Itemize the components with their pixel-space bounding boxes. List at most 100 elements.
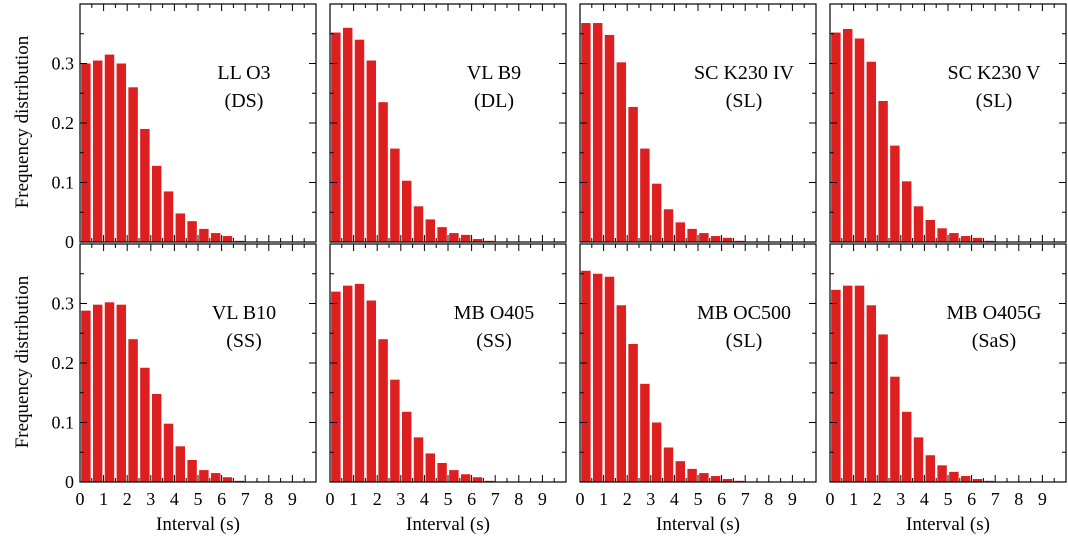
bar <box>592 23 603 242</box>
chart-panel: 0 1 2 3 4 5 6 7 8 9 Interval (s) MB O405 (SS) <box>326 243 567 535</box>
bar <box>913 437 924 483</box>
bar <box>81 63 91 242</box>
x-tick-label: 5 <box>444 489 453 509</box>
x-tick-label: 6 <box>467 489 476 509</box>
x-tick-label: 2 <box>873 489 882 509</box>
bar <box>151 393 162 482</box>
bar <box>413 206 424 242</box>
bar <box>222 236 233 242</box>
panel-subtitle: (SL) <box>726 330 763 352</box>
bar <box>342 285 353 482</box>
chart-panels: 0 0.1 0.2 0.3 LL O3 (DS) VL B9 (DL) SC K230 IV (S… <box>52 3 1067 535</box>
x-tick-label: 6 <box>217 489 226 509</box>
bar <box>413 437 424 483</box>
bar <box>342 27 353 242</box>
x-tick-label: 5 <box>944 489 953 509</box>
bar <box>831 32 841 243</box>
x-tick-label: 0 <box>76 489 85 509</box>
bar <box>116 63 127 242</box>
bar <box>722 479 733 482</box>
bar <box>628 106 638 242</box>
chart-panel: 0 0.1 0.2 0.3 LL O3 (DS) <box>52 3 317 252</box>
bar <box>616 62 627 243</box>
bar <box>628 343 638 482</box>
bar <box>866 305 877 482</box>
y-tick-label: 0 <box>65 472 74 492</box>
bar <box>972 479 983 482</box>
panel-title: MB O405 <box>454 302 535 324</box>
bar <box>449 233 459 242</box>
x-tick-label: 0 <box>826 489 835 509</box>
bar <box>140 128 150 242</box>
x-tick-label: 7 <box>491 489 500 509</box>
bar <box>187 221 197 242</box>
bar <box>449 470 459 482</box>
chart-panel: VL B9 (DL) <box>329 3 567 243</box>
x-tick-label: 3 <box>396 489 405 509</box>
x-tick-label: 8 <box>514 489 523 509</box>
bar <box>710 236 721 242</box>
bar <box>425 219 436 242</box>
bar <box>901 411 912 482</box>
bar <box>104 54 115 242</box>
x-tick-label: 3 <box>896 489 905 509</box>
bar <box>222 477 233 482</box>
bar <box>199 470 209 482</box>
x-tick-label: 2 <box>123 489 132 509</box>
bar <box>331 291 341 482</box>
x-tick-label: 6 <box>967 489 976 509</box>
y-tick-label: 0.3 <box>52 294 75 314</box>
bar <box>925 219 936 242</box>
bar <box>366 300 377 482</box>
bar <box>175 213 186 242</box>
bar <box>663 209 674 242</box>
y-axis-label-top: Frequency distribution <box>12 35 33 208</box>
bar <box>175 446 186 482</box>
chart-panel: SC K230 IV (SL) <box>579 3 817 243</box>
bar <box>163 423 174 482</box>
bar <box>199 228 209 242</box>
panel-title: SC K230 V <box>948 62 1042 84</box>
bar <box>460 474 471 482</box>
bar <box>604 276 615 482</box>
y-tick-label: 0.2 <box>52 353 75 373</box>
bar <box>640 148 650 242</box>
chart-panel: 0 1 2 3 4 5 6 7 8 9 Interval (s) MB OC500 (SL) <box>576 243 817 535</box>
bar <box>878 100 888 243</box>
bar <box>949 233 959 242</box>
x-tick-label: 7 <box>991 489 1000 509</box>
panel-title: MB OC500 <box>697 302 791 324</box>
panel-subtitle: (SS) <box>476 330 512 352</box>
panel-title: MB O405G <box>946 302 1041 324</box>
bar <box>128 339 138 482</box>
x-tick-label: 9 <box>1038 489 1047 509</box>
panel-subtitle: (DL) <box>474 90 514 112</box>
bar <box>140 367 150 482</box>
bar <box>401 411 412 482</box>
bar <box>687 468 697 482</box>
bar <box>390 379 400 482</box>
bar <box>616 305 627 482</box>
panel-subtitle: (SS) <box>226 330 262 352</box>
bar <box>651 183 662 242</box>
chart-panel: 0 1 2 3 4 5 6 7 8 9 Interval (s) MB O405G (SaS) <box>826 243 1067 535</box>
y-tick-label: 0.1 <box>52 173 75 193</box>
bar <box>163 191 174 242</box>
x-tick-label: 7 <box>241 489 250 509</box>
panel-title: VL B10 <box>212 302 276 324</box>
bar <box>699 473 709 482</box>
plot-frame <box>579 3 817 243</box>
plot-frame <box>79 3 317 243</box>
bar <box>699 233 709 242</box>
bar <box>960 476 971 482</box>
x-tick-label: 0 <box>326 489 335 509</box>
y-tick-label: 0 <box>65 232 74 252</box>
bar <box>81 310 91 482</box>
bar <box>331 32 341 243</box>
y-tick-label: 0.3 <box>52 54 75 74</box>
bar <box>972 237 983 242</box>
bar <box>675 461 686 482</box>
panel-subtitle: (SL) <box>976 90 1013 112</box>
